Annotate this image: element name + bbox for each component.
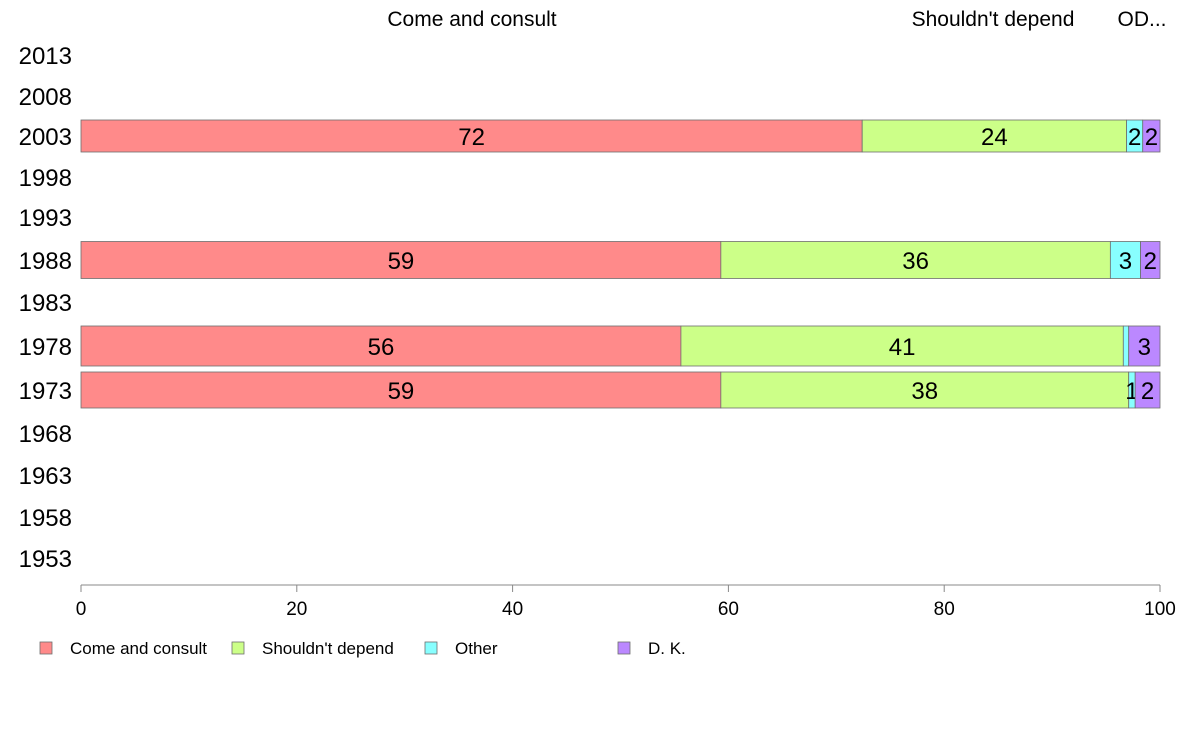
bar-1978-s1 <box>680 325 1124 367</box>
bar-2003-s0 <box>80 119 863 153</box>
bar-2003-s1 <box>861 119 1127 153</box>
legend-label-2: Other <box>455 639 498 658</box>
year-label-1968: 1968 <box>19 421 72 448</box>
bar-1973-s1 <box>720 371 1130 409</box>
x-tick-label-60: 60 <box>718 599 739 620</box>
year-label-1963: 1963 <box>19 463 72 490</box>
year-label-1998: 1998 <box>19 165 72 192</box>
data-label-1988-s3: 2 <box>1144 248 1157 275</box>
legend-label-1: Shouldn't depend <box>262 639 394 658</box>
data-label-1978-s3: 3 <box>1138 334 1151 361</box>
year-label-2003: 2003 <box>19 124 72 151</box>
bar-1988-s3 <box>1140 241 1161 279</box>
top-label-1: Shouldn't depend <box>912 8 1075 31</box>
data-label-2003-s0: 72 <box>458 124 485 151</box>
x-tick-label-0: 0 <box>76 599 87 620</box>
year-label-1983: 1983 <box>19 290 72 317</box>
data-label-1978-s1: 41 <box>889 334 916 361</box>
legend-swatch-1 <box>231 641 245 655</box>
top-label-2: OD... <box>1117 8 1166 31</box>
data-label-1988-s0: 59 <box>388 248 415 275</box>
year-label-2013: 2013 <box>19 43 72 70</box>
bar-1988-s2 <box>1109 241 1141 279</box>
legend: Come and consult Shouldn't depend Other D. … <box>39 639 686 658</box>
data-label-1973-s3: 2 <box>1141 378 1154 405</box>
x-tick-label-80: 80 <box>934 599 955 620</box>
data-label-1973-s1: 38 <box>911 378 938 405</box>
year-label-1973: 1973 <box>19 378 72 405</box>
bar-1973-s0 <box>80 371 722 409</box>
x-tick-label-20: 20 <box>286 599 307 620</box>
year-label-2008: 2008 <box>19 84 72 111</box>
year-label-1993: 1993 <box>19 205 72 232</box>
legend-swatch-3 <box>617 641 631 655</box>
legend-swatch-0 <box>39 641 53 655</box>
legend-label-0: Come and consult <box>70 639 207 658</box>
x-tick-label-100: 100 <box>1144 599 1176 620</box>
top-label-0: Come and consult <box>387 8 556 31</box>
data-label-1988-s1: 36 <box>902 248 929 275</box>
bar-1988-s1 <box>720 241 1111 279</box>
bar-1978-s3 <box>1128 325 1161 367</box>
data-label-2003-s2: 2 <box>1128 124 1141 151</box>
bar-2003-s3 <box>1142 119 1161 153</box>
x-tick-label-40: 40 <box>502 599 523 620</box>
legend-swatch-2 <box>424 641 438 655</box>
year-label-1953: 1953 <box>19 546 72 573</box>
x-axis: 0 20 40 60 80 100 <box>76 584 1176 620</box>
year-label-1958: 1958 <box>19 505 72 532</box>
legend-label-3: D. K. <box>648 639 686 658</box>
data-label-1978-s0: 56 <box>368 334 395 361</box>
year-label-1988: 1988 <box>19 248 72 275</box>
data-label-1988-s2: 3 <box>1119 248 1132 275</box>
bar-1973-s3 <box>1134 371 1161 409</box>
bar-1978-s0 <box>80 325 682 367</box>
bar-1978-s2 <box>1122 325 1130 367</box>
year-label-1978: 1978 <box>19 334 72 361</box>
data-label-2003-s1: 24 <box>981 124 1008 151</box>
data-label-1973-s0: 59 <box>388 378 415 405</box>
data-label-2003-s3: 2 <box>1145 124 1158 151</box>
